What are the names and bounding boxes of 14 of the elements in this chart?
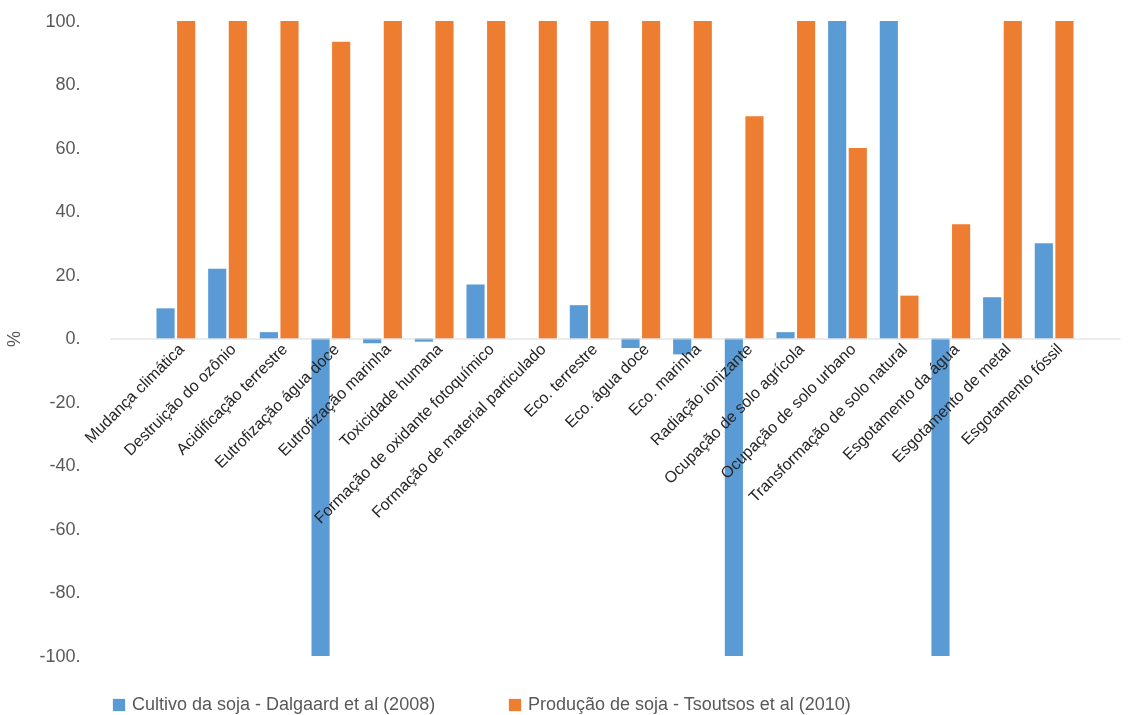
y-tick-label: -80. — [49, 582, 81, 602]
y-tick-label: -40. — [49, 455, 81, 475]
legend-label: Cultivo da soja - Dalgaard et al (2008) — [132, 694, 436, 714]
y-tick-label: 0. — [65, 328, 81, 348]
y-tick-label: -100. — [39, 645, 81, 666]
y-tick-label: 20. — [55, 264, 81, 285]
y-tick-label: 40. — [55, 201, 81, 221]
legend-label: Produção de soja - Tsoutsos et al (2010) — [528, 694, 851, 714]
y-tick-label: -20. — [49, 391, 81, 412]
y-tick-label: 80. — [55, 74, 81, 94]
y-axis-title: % — [4, 330, 25, 348]
y-tick-label: 100. — [45, 10, 81, 31]
y-tick-label: 60. — [55, 137, 81, 158]
y-tick-label: -60. — [49, 518, 81, 539]
